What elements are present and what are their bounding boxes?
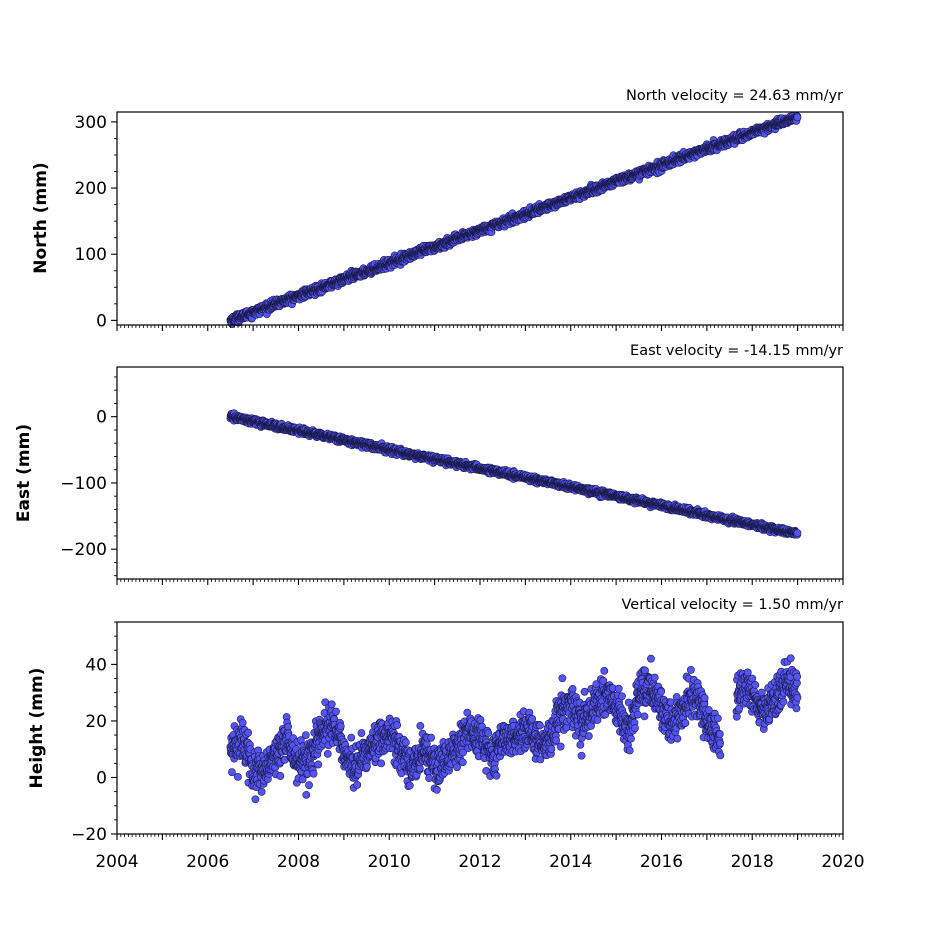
north-points (226, 112, 802, 328)
north-axis-label: North (mm) (31, 162, 51, 273)
north-panel: North velocity = 24.63 mm/yr North (mm) … (31, 88, 844, 331)
y-tick-label: 100 (75, 245, 107, 265)
data-point (228, 768, 236, 777)
east-axis-label: East (mm) (14, 424, 34, 522)
y-tick-label: 0 (96, 408, 107, 428)
y-tick-label: −100 (60, 474, 107, 494)
vertical-velocity-label: Vertical velocity = 1.50 mm/yr (622, 597, 844, 613)
east-velocity-label: East velocity = -14.15 mm/yr (630, 343, 843, 359)
north-velocity-label: North velocity = 24.63 mm/yr (626, 88, 843, 104)
y-tick-label: 200 (75, 179, 107, 199)
data-point (793, 529, 802, 537)
data-point (793, 113, 802, 122)
height-axis-label: Height (mm) (27, 668, 47, 789)
y-tick-label: 300 (75, 113, 107, 133)
y-tick-label: 0 (96, 311, 107, 331)
y-tick-label: −200 (60, 540, 107, 560)
